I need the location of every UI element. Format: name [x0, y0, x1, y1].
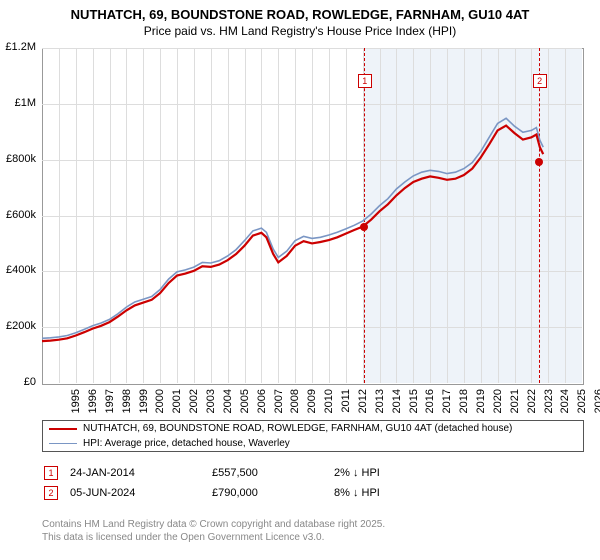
series-lines	[0, 0, 600, 560]
series-hpi	[42, 118, 543, 338]
chart-container: { "title_line1": "NUTHATCH, 69, BOUNDSTO…	[0, 0, 600, 560]
series-property	[42, 126, 543, 342]
